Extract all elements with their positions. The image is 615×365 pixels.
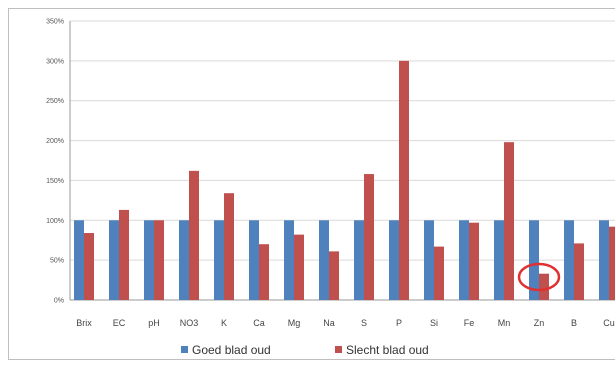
- y-tick-label: 250%: [46, 98, 64, 105]
- x-tick-label: NO3: [180, 318, 199, 328]
- x-tick-label: Mg: [288, 318, 301, 328]
- bar-slecht-k: [224, 193, 234, 300]
- legend-swatch: [335, 346, 342, 353]
- bar-goed-k: [214, 220, 224, 300]
- y-tick-label: 100%: [46, 218, 64, 225]
- y-tick-label: 0%: [54, 298, 64, 305]
- highlight-ellipse: [517, 262, 561, 292]
- bar-goed-mn: [494, 220, 504, 300]
- bar-goed-no3: [179, 220, 189, 300]
- x-tick-label: Si: [430, 318, 438, 328]
- annotations: [517, 262, 561, 292]
- bar-slecht-ph: [154, 220, 164, 300]
- bar-slecht-no3: [189, 170, 199, 300]
- x-tick-label: Fe: [464, 318, 475, 328]
- y-axis-ticks: 0% 50% 100% 150% 200% 250% 300% 350%: [46, 19, 64, 305]
- bar-goed-ph: [144, 220, 154, 300]
- x-axis-labels: Brix EC pH NO3 K Ca Mg Na S P Si Fe Mn Zn B Cu: [76, 318, 615, 328]
- bar-slecht-s: [364, 174, 374, 300]
- x-tick-label: Cu: [603, 318, 615, 328]
- x-tick-label: Zn: [534, 318, 545, 328]
- x-tick-label: Na: [323, 318, 335, 328]
- bar-slecht-b: [574, 243, 584, 300]
- x-tick-label: pH: [148, 318, 160, 328]
- legend-label: Slecht blad oud: [346, 343, 429, 357]
- bar-slecht-mn: [504, 142, 514, 300]
- bar-slecht-ca: [259, 244, 269, 300]
- legend-label: Goed blad oud: [192, 343, 271, 357]
- bar-slecht-p: [399, 60, 409, 300]
- bar-slecht-brix: [84, 233, 94, 300]
- y-tick-label: 300%: [46, 58, 64, 65]
- legend: Goed blad oud Slecht blad oud: [181, 343, 429, 357]
- y-tick-label: 50%: [50, 258, 64, 265]
- y-tick-label: 350%: [46, 19, 64, 26]
- legend-swatch: [181, 346, 188, 353]
- x-tick-label: Mn: [498, 318, 511, 328]
- bar-slecht-cu: [609, 226, 615, 300]
- bar-slecht-ec: [119, 209, 129, 300]
- bar-goed-s: [354, 220, 364, 300]
- x-tick-label: Brix: [76, 318, 92, 328]
- x-tick-label: S: [361, 318, 367, 328]
- x-tick-label: B: [571, 318, 577, 328]
- bar-slecht-mg: [294, 234, 304, 300]
- bar-goed-b: [564, 220, 574, 300]
- bar-goed-cu: [599, 220, 609, 300]
- bar-goed-si: [424, 220, 434, 300]
- bar-goed-fe: [459, 220, 469, 300]
- bar-slecht-zn: [539, 273, 549, 300]
- bar-goed-ec: [109, 220, 119, 300]
- x-tick-label: K: [221, 318, 227, 328]
- x-tick-label: P: [396, 318, 402, 328]
- x-tick-label: Ca: [253, 318, 265, 328]
- bar-goed-na: [319, 220, 329, 300]
- bar-slecht-si: [434, 246, 444, 300]
- bar-goed-p: [389, 220, 399, 300]
- y-tick-label: 150%: [46, 178, 64, 185]
- bar-goed-brix: [74, 220, 84, 300]
- bar-slecht-fe: [469, 222, 479, 300]
- x-tick-label: EC: [113, 318, 126, 328]
- bar-goed-mg: [284, 220, 294, 300]
- bar-goed-zn: [529, 220, 539, 300]
- bar-slecht-na: [329, 251, 339, 300]
- bars: [74, 60, 615, 300]
- y-tick-label: 200%: [46, 138, 64, 145]
- bar-goed-ca: [249, 220, 259, 300]
